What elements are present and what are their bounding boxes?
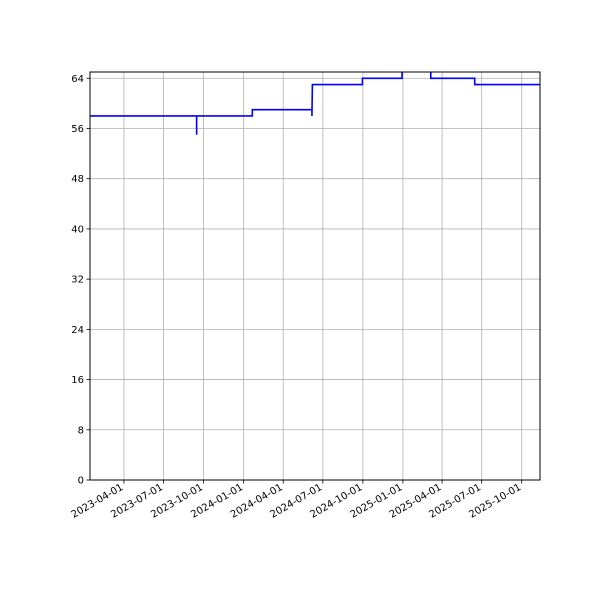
y-tick-label: 48 [71, 174, 84, 185]
y-tick-label: 0 [78, 476, 84, 487]
y-tick-label: 32 [71, 275, 84, 286]
y-tick-label: 8 [78, 425, 84, 436]
y-tick-label: 64 [71, 74, 84, 85]
y-tick-label: 56 [71, 124, 84, 135]
y-tick-label: 40 [71, 224, 84, 235]
series-layer [90, 72, 540, 135]
y-tick-label: 24 [71, 325, 84, 336]
grid-lines [90, 72, 540, 481]
plot-background [90, 72, 540, 480]
plot-frame [89, 71, 541, 481]
y-tick-label: 16 [71, 375, 84, 386]
series-line-0 [90, 72, 540, 135]
